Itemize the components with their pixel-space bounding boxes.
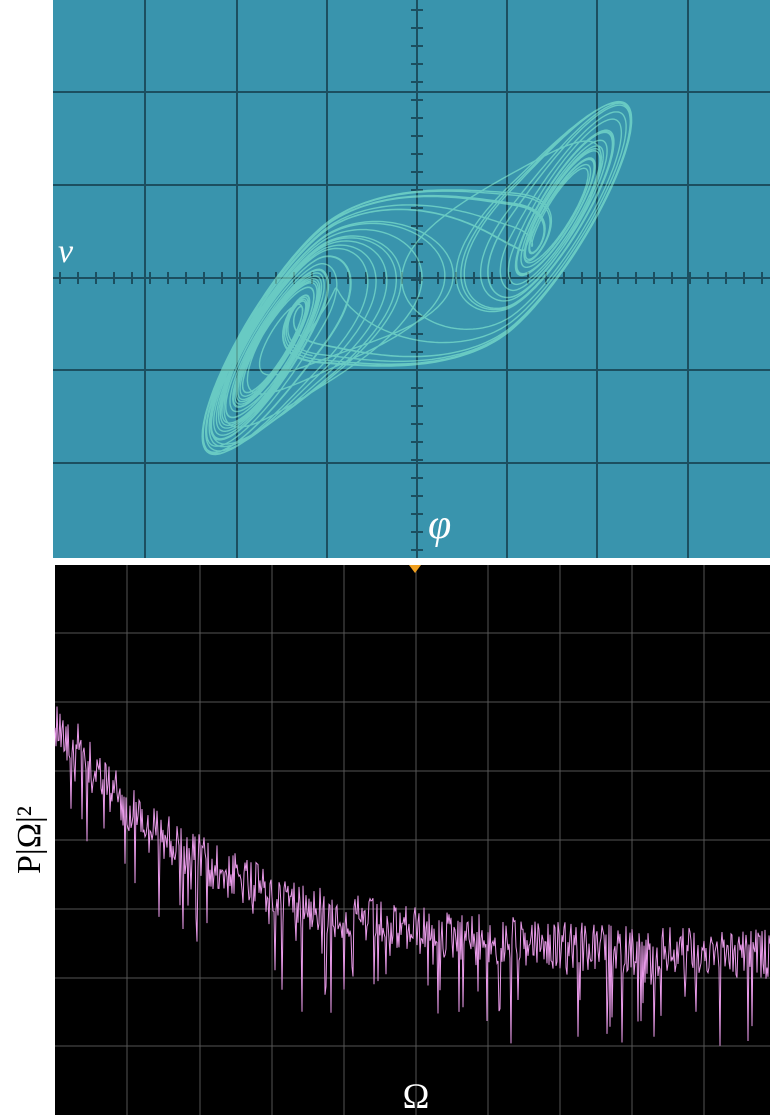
spectrum-trace bbox=[54, 706, 770, 1046]
attractor-trace bbox=[201, 100, 633, 456]
y-axis-label: v bbox=[58, 233, 74, 270]
grid-bottom bbox=[55, 565, 770, 1115]
x-axis-label: Ω bbox=[403, 1076, 430, 1116]
trigger-marker bbox=[409, 565, 421, 573]
x-axis-label: φ bbox=[428, 502, 451, 548]
spectrum-path bbox=[54, 706, 770, 1046]
y-axis-label: P|Ω|² bbox=[11, 806, 48, 874]
attractor-path bbox=[201, 100, 633, 456]
